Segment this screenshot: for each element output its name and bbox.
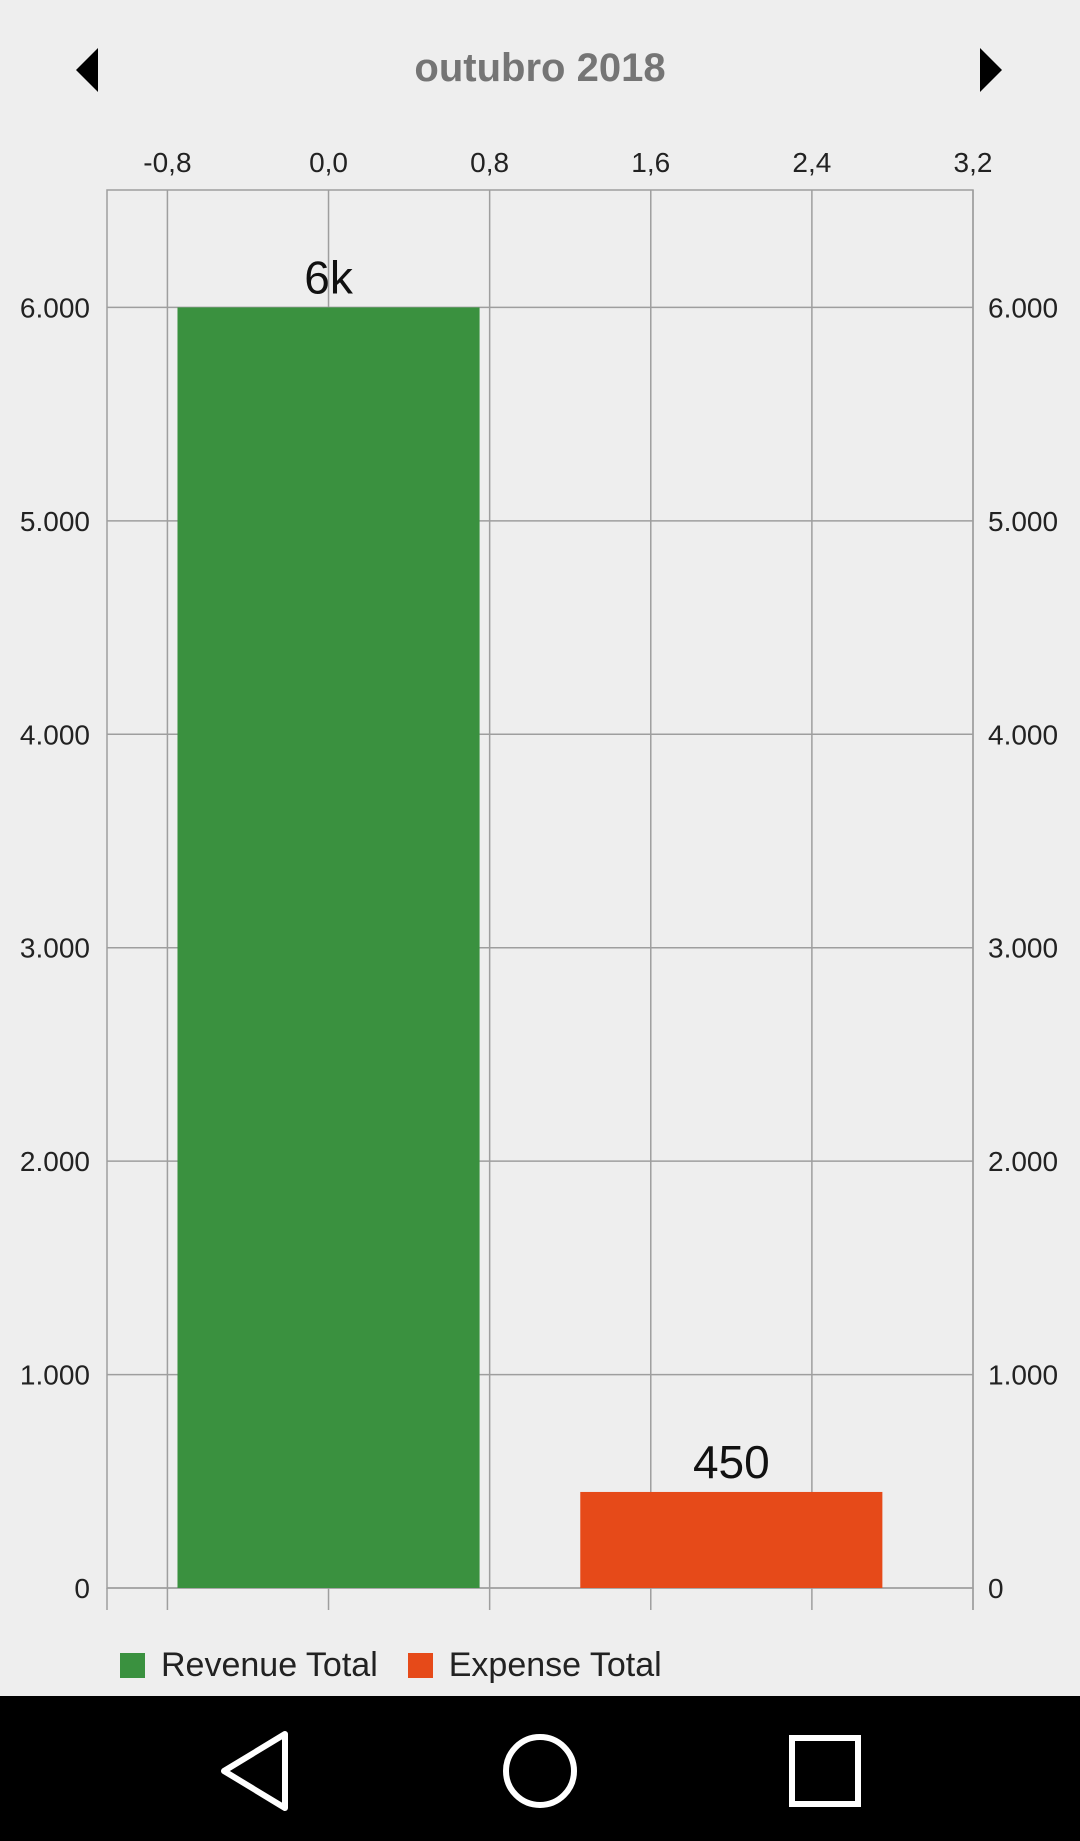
legend-label-revenue: Revenue Total xyxy=(161,1645,378,1684)
y-tick-label-right: 6.000 xyxy=(988,292,1058,323)
y-tick-label-right: 5.000 xyxy=(988,506,1058,537)
y-tick-label-left: 2.000 xyxy=(20,1146,90,1177)
legend-item-expense: Expense Total xyxy=(407,1645,662,1685)
bar-value-label: 6k xyxy=(304,251,354,303)
bar-expense xyxy=(580,1491,883,1588)
y-tick-label-left: 5.000 xyxy=(20,506,90,537)
x-tick-label: -0,8 xyxy=(143,147,191,178)
month-title: outubro 2018 xyxy=(414,46,666,90)
next-month-button[interactable] xyxy=(980,48,1020,96)
back-button[interactable] xyxy=(210,1726,300,1816)
bar-revenue xyxy=(177,307,480,1589)
triangle-right-icon xyxy=(980,48,1002,92)
x-tick-label: 1,6 xyxy=(631,147,670,178)
x-tick-label: 2,4 xyxy=(792,147,831,178)
x-tick-label: 3,2 xyxy=(954,147,993,178)
triangle-left-icon xyxy=(76,48,98,92)
legend-swatch-expense xyxy=(407,1652,433,1678)
system-navigation-bar xyxy=(0,1696,1080,1841)
y-tick-label-right: 1.000 xyxy=(988,1360,1058,1391)
bar-chart: 0 0 1.000 1.000 2.000 2.000 3.000 3.000 4.000 4.0… xyxy=(20,147,1058,1610)
legend-label-expense: Expense Total xyxy=(448,1645,662,1684)
home-circle-icon xyxy=(503,1734,577,1808)
x-tick-label: 0,0 xyxy=(309,147,348,178)
bar-value-label: 450 xyxy=(693,1436,770,1488)
y-tick-label-left: 3.000 xyxy=(20,933,90,964)
y-tick-label-right: 4.000 xyxy=(988,719,1058,750)
back-triangle-icon xyxy=(221,1731,288,1811)
chart-legend: Revenue Total Expense Total xyxy=(120,1640,662,1690)
chart-header: outubro 2018 xyxy=(0,0,1080,140)
previous-month-button[interactable] xyxy=(76,48,116,96)
y-tick-label-right: 2.000 xyxy=(988,1146,1058,1177)
y-tick-label-right: 0 xyxy=(988,1573,1004,1604)
y-tick-label-left: 6.000 xyxy=(20,292,90,323)
y-tick-label-left: 4.000 xyxy=(20,719,90,750)
y-tick-label-left: 1.000 xyxy=(20,1360,90,1391)
y-tick-label-right: 3.000 xyxy=(988,933,1058,964)
y-tick-label-left: 0 xyxy=(74,1573,90,1604)
recents-button[interactable] xyxy=(780,1726,870,1816)
legend-item-revenue: Revenue Total xyxy=(120,1646,378,1685)
home-button[interactable] xyxy=(495,1726,585,1816)
x-tick-label: 0,8 xyxy=(470,147,509,178)
recents-square-icon xyxy=(789,1735,861,1807)
legend-swatch-revenue xyxy=(120,1652,145,1678)
